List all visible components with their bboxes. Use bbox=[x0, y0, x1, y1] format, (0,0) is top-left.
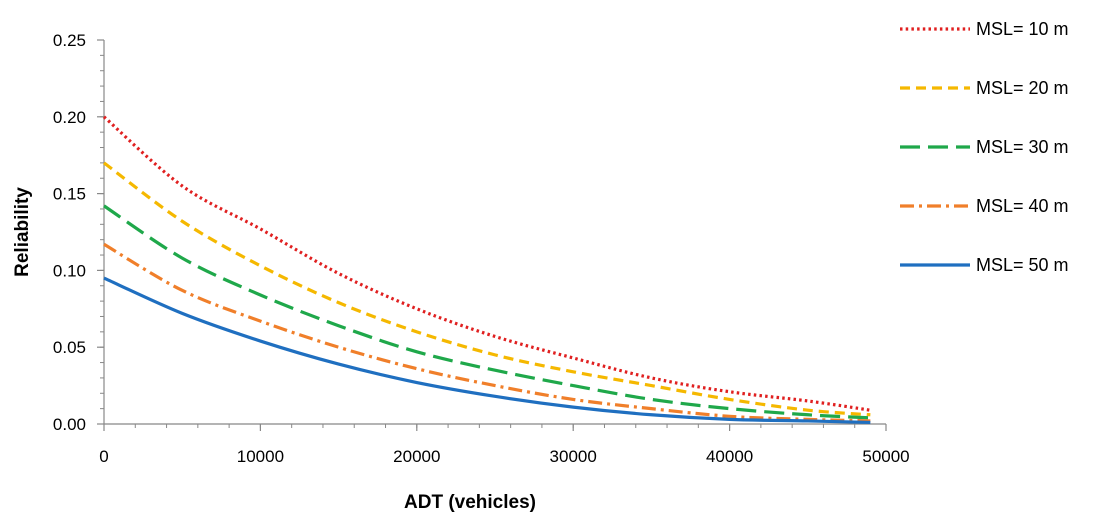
series-line-4 bbox=[103, 242, 871, 423]
series-line-1 bbox=[102, 115, 871, 412]
y-tick-label: 0.25 bbox=[53, 31, 86, 50]
x-tick-label: 20000 bbox=[393, 447, 440, 466]
y-major-ticks bbox=[97, 39, 104, 425]
y-tick-label: 0.10 bbox=[53, 261, 86, 280]
x-tick-label: 40000 bbox=[706, 447, 753, 466]
y-tick-labels: 0.00 0.05 0.10 0.15 0.20 0.25 bbox=[53, 31, 86, 434]
y-tick-label: 0.15 bbox=[53, 185, 86, 204]
x-tick-label: 0 bbox=[99, 447, 108, 466]
legend-label-4: MSL= 40 m bbox=[976, 196, 1069, 216]
series-lines bbox=[102, 115, 871, 425]
x-tick-label: 10000 bbox=[237, 447, 284, 466]
series-line-5 bbox=[103, 276, 871, 425]
x-tick-label: 30000 bbox=[550, 447, 597, 466]
x-axis-title: ADT (vehicles) bbox=[404, 492, 536, 513]
y-axis-title: Reliability bbox=[12, 187, 33, 277]
series-line-2 bbox=[103, 161, 871, 417]
x-tick-label: 50000 bbox=[862, 447, 909, 466]
x-tick-labels: 0 10000 20000 30000 40000 50000 bbox=[99, 447, 909, 466]
legend-label-3: MSL= 30 m bbox=[976, 137, 1069, 157]
y-tick-label: 0.00 bbox=[53, 415, 86, 434]
legend-label-1: MSL= 10 m bbox=[976, 19, 1069, 39]
legend: MSL= 10 m MSL= 20 m MSL= 30 m MSL= 40 m MSL=… bbox=[900, 19, 1069, 275]
axes bbox=[103, 40, 886, 425]
y-tick-label: 0.05 bbox=[53, 338, 86, 357]
x-major-ticks bbox=[103, 424, 887, 431]
legend-label-5: MSL= 50 m bbox=[976, 255, 1069, 275]
series-line-3 bbox=[103, 204, 871, 420]
y-tick-label: 0.20 bbox=[53, 108, 86, 127]
legend-label-2: MSL= 20 m bbox=[976, 78, 1069, 98]
